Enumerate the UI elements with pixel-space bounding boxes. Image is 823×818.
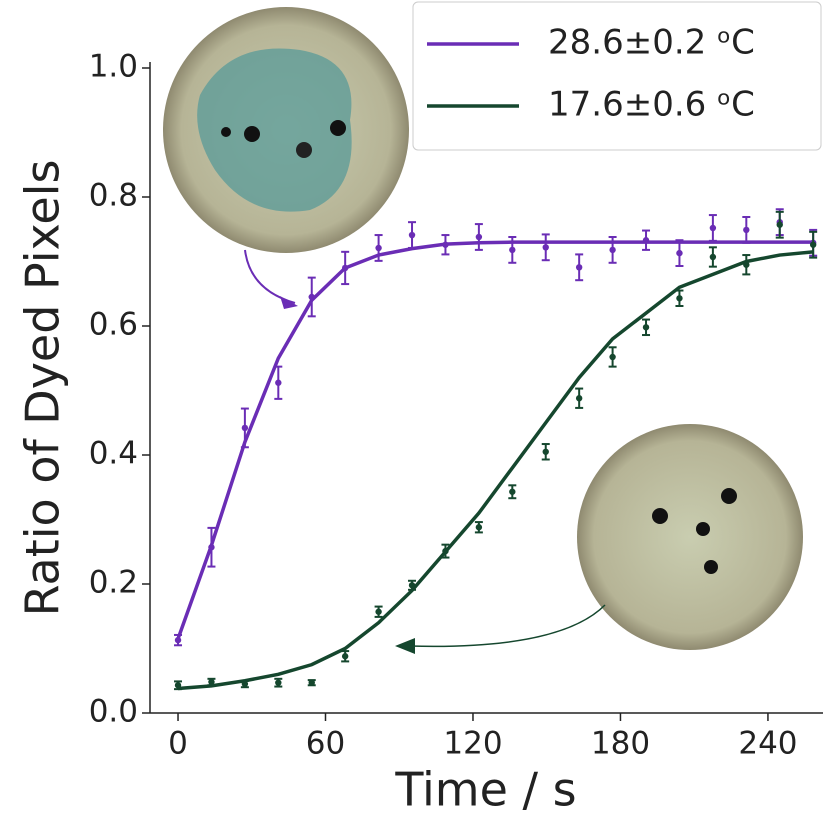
y-tick-label: 0.2 <box>89 565 138 601</box>
data-point <box>676 249 683 257</box>
y-tick-label: 1.0 <box>89 49 138 85</box>
data-point <box>642 324 650 331</box>
data-point <box>241 424 249 432</box>
data-point <box>676 295 683 302</box>
data-point <box>542 244 549 251</box>
data-point <box>375 608 382 615</box>
data-point <box>308 679 315 686</box>
data-point <box>241 680 249 688</box>
data-point <box>475 233 483 241</box>
data-point <box>341 653 349 660</box>
data-point <box>475 524 483 531</box>
data-point <box>408 231 416 239</box>
petri-dish-bottom <box>577 424 803 650</box>
data-point <box>442 241 449 248</box>
x-tick-label: 0 <box>168 726 188 762</box>
data-point <box>609 353 616 361</box>
y-tick-label: 0.6 <box>89 307 138 343</box>
data-point <box>375 244 382 252</box>
data-point <box>709 224 717 232</box>
data-point <box>542 448 549 455</box>
arrow-head <box>280 296 298 309</box>
data-point <box>743 261 750 268</box>
data-point <box>275 379 282 386</box>
data-point <box>709 253 717 261</box>
x-axis-label: Time / s <box>394 763 576 817</box>
data-point <box>442 547 449 555</box>
data-point <box>174 682 182 689</box>
fit-line <box>177 250 814 691</box>
y-tick-label: 0.4 <box>89 436 138 472</box>
arrow-head <box>395 638 415 654</box>
x-tick-label: 180 <box>591 726 650 762</box>
data-point <box>609 246 616 254</box>
fit-line <box>176 240 814 640</box>
data-point <box>408 582 416 589</box>
data-point <box>642 237 650 244</box>
data-point <box>509 246 516 254</box>
data-point <box>809 241 817 248</box>
data-point <box>275 679 282 686</box>
y-tick-label: 0.8 <box>89 178 138 214</box>
legend-label: 17.6±0.6 ᵒC <box>548 85 755 125</box>
x-tick-label: 60 <box>306 726 345 762</box>
y-axis-label: Ratio of Dyed Pixels <box>16 160 70 617</box>
data-point <box>174 636 182 644</box>
x-tick-label: 240 <box>738 726 797 762</box>
data-point <box>743 226 750 234</box>
data-point <box>208 678 215 686</box>
x-tick-label: 120 <box>443 726 502 762</box>
data-point <box>341 264 349 272</box>
arrow <box>244 249 296 304</box>
arrow <box>409 604 606 648</box>
data-point <box>308 293 315 301</box>
legend <box>412 1 822 151</box>
legend-label: 28.6±0.2 ᵒC <box>548 23 755 63</box>
petri-dish-top <box>163 7 409 253</box>
y-tick-label: 0.0 <box>89 694 138 730</box>
data-point <box>575 395 583 402</box>
data-point <box>208 544 215 551</box>
data-point <box>575 264 583 271</box>
data-point <box>776 221 783 228</box>
data-point <box>509 488 516 495</box>
